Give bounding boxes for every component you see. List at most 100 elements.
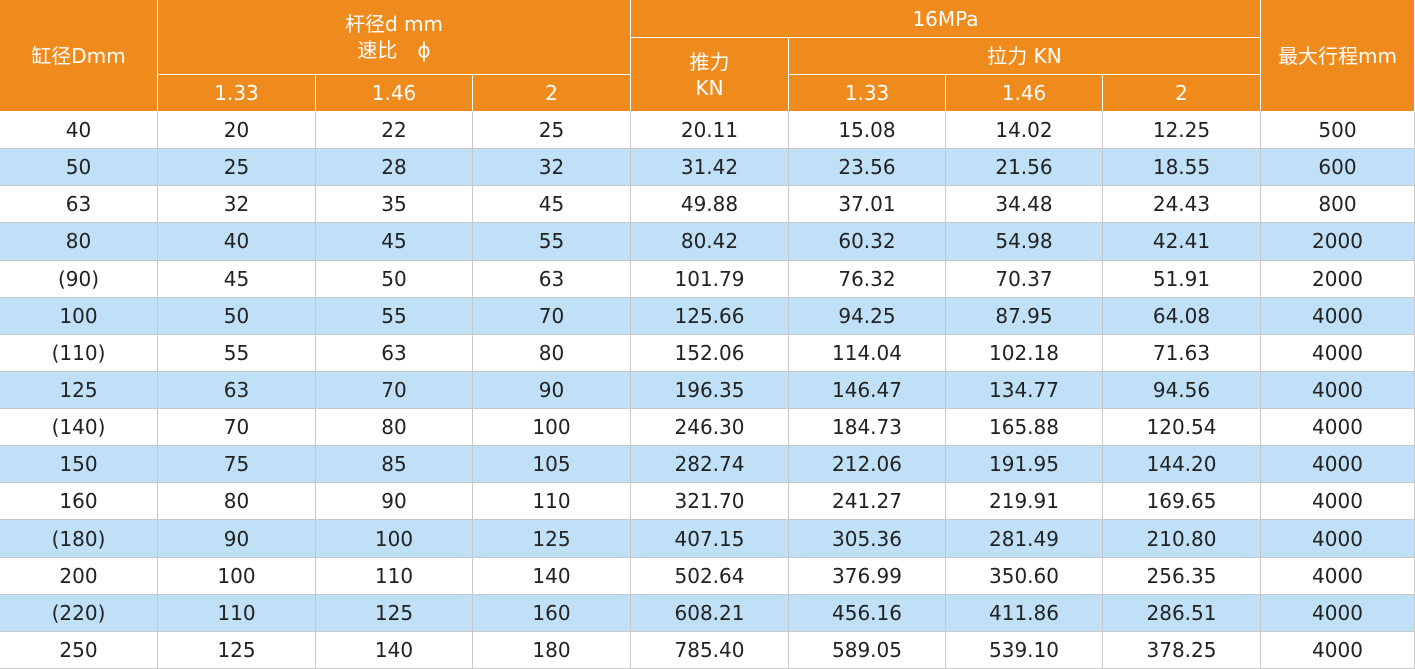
table-cell: 210.80 <box>1103 520 1261 558</box>
cell-text: 180 <box>532 637 571 662</box>
table-cell: 4000 <box>1261 297 1415 335</box>
cell-text: 55 <box>538 229 565 254</box>
cell-text: 34.48 <box>995 192 1053 217</box>
cell-text: 50 <box>223 303 250 328</box>
table-cell: 500 <box>1261 112 1415 150</box>
cell-text: 63 <box>381 340 407 365</box>
table-cell: 152.06 <box>631 334 789 372</box>
cell-text: 101.79 <box>674 266 745 291</box>
table-cell: 20 <box>158 112 316 150</box>
cell-text: 70 <box>381 377 407 402</box>
cell-text: 165.88 <box>989 415 1059 440</box>
cell-text: 256.35 <box>1146 563 1217 588</box>
cell-text: 80 <box>381 415 407 440</box>
cell-text: 1.33 <box>214 81 259 105</box>
cell-text: 219.91 <box>989 489 1059 514</box>
cell-text: 100 <box>374 526 414 551</box>
cell-text: 200 <box>59 563 98 588</box>
cell-text: 14.02 <box>995 118 1053 143</box>
table-cell: 25 <box>158 149 316 187</box>
table-cell: 14.02 <box>946 112 1103 150</box>
cell-text: 70 <box>538 303 565 328</box>
table-cell: 100 <box>158 557 316 595</box>
table-cell: 64.08 <box>1103 297 1261 335</box>
table-cell: 70.37 <box>946 260 1103 298</box>
cell-text: 76.32 <box>838 266 896 291</box>
table-cell: 184.73 <box>789 409 946 447</box>
cell-text: 191.95 <box>989 452 1059 477</box>
cell-text: 144.20 <box>1146 452 1217 477</box>
table-cell: 80 <box>158 483 316 521</box>
table-cell: 160 <box>0 483 158 521</box>
cell-text: 2000 <box>1312 229 1363 254</box>
cell-text: 110 <box>374 563 414 588</box>
cell-text: 282.74 <box>674 452 745 477</box>
table-cell: 90 <box>158 520 316 558</box>
table-cell: 125.66 <box>631 297 789 335</box>
cell-text: 80.42 <box>680 229 739 254</box>
cell-text: (140) <box>51 415 106 440</box>
table-cell: 63 <box>158 371 316 410</box>
cell-text: 51.91 <box>1152 266 1211 291</box>
table-cell: (90) <box>0 260 158 298</box>
cell-text: 45 <box>538 192 565 217</box>
table-cell: 50 <box>316 260 473 298</box>
header-cell: 1.46 <box>946 75 1103 112</box>
cell-text: 286.51 <box>1146 600 1217 625</box>
cell-text: 196.35 <box>674 377 745 402</box>
table-cell: 160 <box>473 594 631 632</box>
cell-text: 241.27 <box>832 489 902 514</box>
table-cell: 80 <box>0 223 158 261</box>
cell-text: 4000 <box>1312 377 1363 402</box>
header-cell: 2 <box>473 75 631 112</box>
table-cell: 50 <box>0 149 158 187</box>
cell-text: 最大行程mm <box>1278 43 1397 68</box>
cell-text: 85 <box>381 452 407 477</box>
table-cell: 55 <box>316 297 473 335</box>
table-cell: 250 <box>0 631 158 669</box>
cell-text: 1.46 <box>1001 81 1047 105</box>
table-cell: 125 <box>158 631 316 669</box>
header-cell: 拉力 KN <box>789 38 1261 75</box>
table-cell: 4000 <box>1261 446 1415 484</box>
table-cell: 125 <box>316 594 473 632</box>
table-cell: 49.88 <box>631 186 789 224</box>
cell-text: KN <box>695 75 724 100</box>
cell-text: 105 <box>532 452 571 477</box>
table-cell: 110 <box>473 483 631 521</box>
table-cell: 608.21 <box>631 594 789 632</box>
table-cell: 45 <box>316 223 473 261</box>
table-cell: 60.32 <box>789 223 946 261</box>
table-cell: 100 <box>316 520 473 558</box>
cell-text: (220) <box>51 600 106 625</box>
cell-text: 150 <box>59 452 98 477</box>
table-cell: 600 <box>1261 149 1415 187</box>
table-cell: 110 <box>158 594 316 632</box>
table-cell: 256.35 <box>1103 557 1261 595</box>
cell-text: 305.36 <box>832 526 902 551</box>
cell-text: 110 <box>217 600 256 625</box>
cell-text: 杆径d mm <box>344 12 444 36</box>
cell-text: 378.25 <box>1146 637 1217 662</box>
cell-text: 4000 <box>1312 415 1363 440</box>
cell-text: (90) <box>57 266 100 291</box>
cell-text: 125.66 <box>674 303 745 328</box>
cell-text: 125 <box>374 600 414 625</box>
table-cell: 54.98 <box>946 223 1103 261</box>
cell-text: 4000 <box>1312 452 1363 477</box>
table-cell: 282.74 <box>631 446 789 484</box>
header-cell: 1.33 <box>789 75 946 112</box>
table-cell: 90 <box>316 483 473 521</box>
table-cell: 589.05 <box>789 631 946 669</box>
cell-text: 80 <box>538 340 565 365</box>
table-cell: 42.41 <box>1103 223 1261 261</box>
cell-text: 110 <box>532 489 571 514</box>
table-cell: 87.95 <box>946 297 1103 335</box>
cell-text: 75 <box>223 452 250 477</box>
cell-text: 321.70 <box>674 489 745 514</box>
cell-text: 拉力 KN <box>987 44 1062 68</box>
table-cell: 125 <box>473 520 631 558</box>
table-cell: 94.25 <box>789 297 946 335</box>
table-cell: 80 <box>316 409 473 447</box>
cell-text: 589.05 <box>832 637 902 662</box>
